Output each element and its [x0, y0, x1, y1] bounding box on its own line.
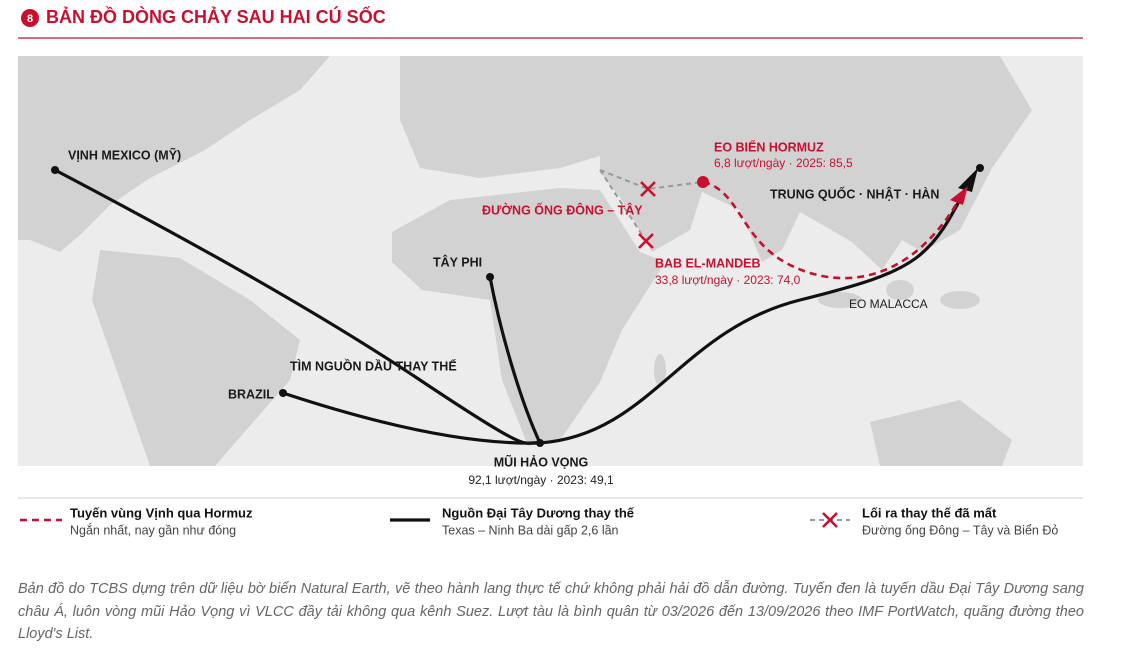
legend-title: Tuyến vùng Vịnh qua Hormuz [70, 505, 253, 520]
legend-subtitle: Ngắn nhất, nay gần như đóng [70, 522, 236, 537]
infographic: 8 BẢN ĐỒ DÒNG CHẢY SAU HAI CÚ SỐC [18, 6, 1083, 537]
chokepoint-detail: 33,8 lượt/ngày · 2023: 74,0 [655, 273, 801, 287]
chokepoint-label: EO MALACCA [849, 297, 928, 311]
chokepoint-detail: 6,8 lượt/ngày · 2025: 85,5 [714, 156, 853, 170]
caption: Bản đồ do TCBS dựng trên dữ liệu bờ biển… [18, 581, 1084, 642]
place-label: TÂY PHI [433, 254, 482, 269]
chokepoint-label: MŨI HẢO VỌNG [494, 454, 588, 469]
number: 8 [27, 13, 33, 25]
legend-subtitle: Texas – Ninh Ba dài gấp 2,6 lần [442, 523, 619, 537]
chokepoint-label: BAB EL-MANDEB [655, 256, 761, 270]
legend-x [822, 512, 838, 528]
number-badge [21, 9, 39, 27]
chokepoint-detail: 92,1 lượt/ngày · 2023: 49,1 [468, 473, 614, 487]
x-marks [638, 181, 656, 249]
map: VỊNH MEXICO (MỸ) TÂY PHI BRAZIL TRUNG QU… [18, 56, 1083, 487]
legend-title: Lối ra thay thế đã mất [862, 505, 997, 520]
arrow-asia [958, 168, 978, 192]
place-label: VỊNH MEXICO (MỸ) [68, 147, 181, 162]
legend: Tuyến vùng Vịnh qua Hormuz Ngắn nhất, na… [20, 505, 1058, 537]
hormuz-dot [697, 176, 709, 188]
title: BẢN ĐỒ DÒNG CHẢY SAU HAI CÚ SỐC [46, 6, 386, 27]
route-west-africa [488, 275, 542, 445]
route-asia [538, 178, 972, 445]
place-label: BRAZIL [228, 387, 274, 401]
route-brazil [281, 391, 542, 445]
land [18, 56, 1032, 466]
chokepoint-label: EO BIỂN HORMUZ [714, 139, 824, 154]
place-label: TRUNG QUỐC · NHẬT · HÀN [770, 186, 939, 201]
atlantic-routes [53, 168, 972, 445]
annotation: TÌM NGUỒN DẦU THAY THẾ [290, 358, 457, 373]
route-hormuz [702, 180, 962, 280]
legend-title: Nguồn Đại Tây Dương thay thế [442, 505, 635, 520]
arrow-hormuz [950, 186, 968, 205]
legend-subtitle: Đường ống Đông – Tây và Biển Đỏ [862, 523, 1058, 537]
points [51, 164, 984, 447]
pipeline-label: ĐƯỜNG ỐNG ĐÔNG – TÂY [482, 202, 643, 217]
